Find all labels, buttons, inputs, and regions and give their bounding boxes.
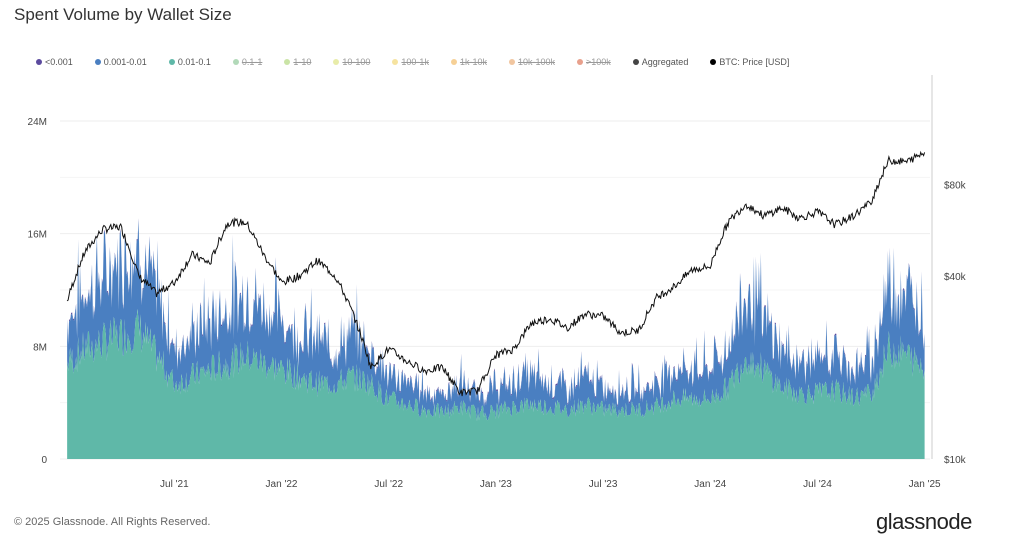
legend-dot-icon	[333, 59, 340, 65]
legend-label: 0.001-0.01	[103, 57, 147, 67]
legend-label: <0.001	[45, 57, 73, 67]
legend-label: 100-1k	[401, 57, 429, 67]
y-right-tick-label: $40k	[944, 272, 967, 283]
legend-label: 10k-100k	[517, 57, 555, 67]
y-left-tick-label: 8M	[33, 342, 47, 353]
y-left-tick-label: 16M	[28, 230, 47, 241]
legend-label: BTC: Price [USD]	[719, 57, 790, 67]
legend-dot-icon	[232, 59, 239, 65]
legend-dot-icon	[450, 59, 457, 65]
legend-item[interactable]: 0.1-1	[232, 57, 263, 67]
legend-item[interactable]: 10k-100k	[508, 57, 555, 67]
x-tick-label: Jan '25	[909, 479, 941, 490]
copyright: © 2025 Glassnode. All Rights Reserved.	[14, 516, 211, 528]
legend-item[interactable]: 0.001-0.01	[94, 57, 147, 67]
y-left-tick-label: 24M	[28, 117, 47, 128]
legend-dot-icon	[284, 59, 291, 65]
y-right-tick-label: $80k	[944, 181, 967, 192]
x-tick-label: Jan '22	[266, 479, 298, 490]
legend-item[interactable]: 100-1k	[392, 57, 429, 67]
legend-label: 0.01-0.1	[177, 57, 211, 67]
legend-label: Aggregated	[641, 57, 689, 67]
legend-item[interactable]: 10-100	[333, 57, 370, 67]
legend-item[interactable]: 1-10	[284, 57, 311, 67]
x-tick-label: Jul '21	[160, 479, 189, 490]
legend-dot-icon	[392, 59, 399, 65]
legend-dot-icon	[36, 59, 42, 65]
legend-item[interactable]: BTC: Price [USD]	[710, 57, 789, 67]
x-tick-label: Jul '24	[803, 479, 832, 490]
legend-dot-icon	[94, 59, 101, 65]
x-tick-label: Jul '22	[374, 479, 403, 490]
legend-label: >100k	[586, 57, 611, 67]
y-right-tick-label: $10k	[944, 455, 967, 466]
legend-item[interactable]: 1k-10k	[450, 57, 487, 67]
legend-item[interactable]: <0.001	[36, 57, 73, 67]
series-area-0.001-0.01	[67, 219, 925, 422]
chart-title: Spent Volume by Wallet Size	[14, 5, 232, 24]
legend-dot-icon	[632, 59, 639, 65]
x-tick-label: Jul '23	[589, 479, 618, 490]
series-area-lt-0.001	[67, 218, 925, 407]
legend-item[interactable]: >100k	[577, 57, 611, 67]
glassnode-logo: glassnode	[876, 509, 972, 534]
legend-label: 1k-10k	[459, 57, 487, 67]
x-tick-label: Jan '23	[480, 479, 512, 490]
legend-dot-icon	[577, 59, 583, 65]
x-tick-label: Jan '24	[694, 479, 726, 490]
legend-dot-icon	[508, 59, 515, 65]
legend-dot-icon	[168, 59, 175, 65]
series-area-0.01-0.1	[67, 308, 925, 459]
legend-dot-icon	[710, 59, 717, 65]
series-line-btc-price	[66, 150, 926, 397]
legend-label: 0.1-1	[241, 57, 263, 67]
legend-label: 1-10	[293, 57, 312, 67]
legend-item[interactable]: 0.01-0.1	[168, 57, 211, 67]
legend-item[interactable]: Aggregated	[632, 57, 689, 67]
legend: <0.001 0.001-0.01 0.01-0.1 0.1-1 1-10 10-100 1…	[36, 57, 811, 67]
legend-label: 10-100	[342, 57, 371, 67]
y-left-tick-label: 0	[41, 455, 47, 466]
